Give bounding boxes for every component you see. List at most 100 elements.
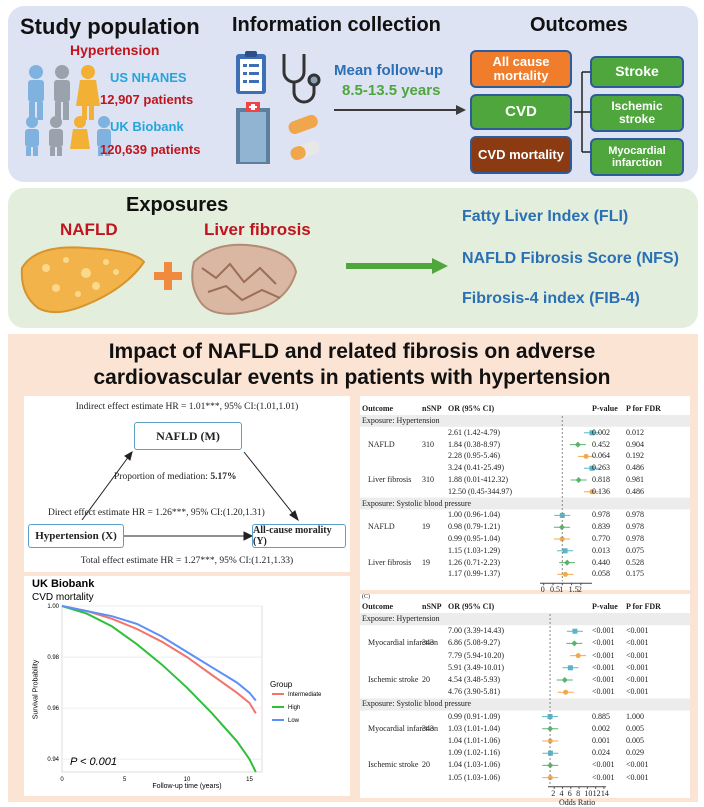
column-header: P-value [592,404,618,413]
row-fdr: <0.001 [626,650,649,660]
outcome-bracket [574,71,590,153]
km-ylabel: Survival Probability [32,659,40,720]
proportion-text: Proportion of mediation: [114,472,208,482]
row-fdr: <0.001 [626,772,649,782]
estimate-marker [589,489,595,495]
km-ytick: 0.96 [47,706,59,712]
row-outcome: Liver fibrosis [368,475,412,484]
estimate-marker [558,524,565,531]
estimate-marker [562,571,568,577]
row-nsnp: 310 [422,475,434,484]
row-pvalue: <0.001 [592,650,615,660]
row-or: 1.15 (1.03-1.29) [448,545,500,555]
x-tick-label: 10 [584,788,593,798]
row-pvalue: 0.978 [592,510,610,520]
hypertension-label: Hypertension [70,42,160,58]
row-fdr: 0.192 [626,451,644,461]
column-header: Outcome [362,404,394,413]
row-or: 0.98 (0.79-1.21) [448,522,500,532]
x-box: Hypertension (X) [28,524,124,548]
liver-illustrations [20,243,298,315]
ukb-count: 120,639 patients [100,142,201,157]
row-outcome: Ischemic stroke [368,760,419,770]
km-ytick: 0.98 [47,655,59,661]
row-fdr: 0.005 [626,723,644,733]
liver-fibrosis-label: Liver fibrosis [204,220,311,239]
impact-title-2: cardiovascular events in patients with h… [93,366,611,389]
row-pvalue: <0.001 [592,687,615,697]
mediation-diagram: Indirect effect estimate HR = 1.01***, 9… [24,396,350,572]
row-fdr: <0.001 [626,687,649,697]
km-ytick: 1.00 [47,604,59,610]
row-pvalue: <0.001 [592,662,615,672]
row-outcome: Liver fibrosis [368,557,412,567]
estimate-marker [547,738,553,744]
km-xlabel: Follow-up time (years) [152,783,222,790]
row-pvalue: 0.263 [592,463,610,473]
estimate-marker [559,512,565,518]
estimate-marker [547,725,554,732]
followup-years: 8.5-13.5 years [342,82,441,99]
row-pvalue: 0.001 [592,736,610,745]
row-or: 1.05 (1.03-1.06) [448,772,500,782]
indirect-effect: Indirect effect estimate HR = 1.01***, 9… [75,402,299,412]
row-pvalue: <0.001 [592,638,615,648]
proportion-label: Proportion of mediation: 5.17% [114,472,236,482]
row-pvalue: 0.136 [592,486,610,496]
estimate-marker [563,689,569,695]
row-pvalue: 0.839 [592,522,610,532]
row-pvalue: 0.885 [592,711,610,721]
row-or: 1.03 (1.01-1.04) [448,723,500,733]
row-pvalue: <0.001 [592,760,615,770]
section-band [360,415,690,427]
plus-icon [154,262,182,290]
row-or: 1.84 (0.38-8.97) [448,439,500,449]
panel-c-label: (C) [362,594,370,600]
row-or: 1.09 (1.02-1.16) [448,748,500,758]
km-chart: 1.00 0.98 0.96 0.94 0 5 10 15 Intermediate High Lo… [47,604,322,783]
mediator-box: NAFLD (M) [134,422,242,450]
row-nsnp: 20 [422,675,430,684]
row-fdr: 0.029 [626,748,644,758]
direct-effect: Direct effect estimate HR = 1.26***, 95%… [48,508,265,518]
row-fdr: 0.904 [626,439,644,449]
ukb-label: UK Biobank [110,119,184,134]
fibrotic-liver-icon [191,243,298,315]
km-xtick: 0 [60,777,64,783]
row-nsnp: 19 [422,522,430,532]
forest-svg [360,415,690,586]
legend-title: Group [270,680,293,689]
column-header: nSNP [422,404,442,413]
row-nsnp: 310 [422,439,434,449]
medical-icons [236,51,321,164]
x-tick-label: 4 [559,788,564,798]
row-or: 12.50 (0.45-344.97) [448,486,512,496]
row-nsnp: 343 [422,723,434,733]
x-tick-label: 14 [600,788,609,798]
row-nsnp: 19 [422,557,430,567]
row-outcome: Myocardial infarction [368,723,438,733]
x-axis-label: Odds Ratio [559,797,596,807]
km-plot-area [61,605,263,773]
legend-entry: Low [288,718,300,724]
estimate-marker [572,628,578,634]
estimate-marker [589,430,595,436]
km-xtick: 15 [246,777,253,783]
nafld-label: NAFLD [60,220,118,239]
row-outcome: Myocardial infarction [368,638,438,648]
outcomes-title: Outcomes [530,14,628,36]
total-effect: Total effect estimate HR = 1.27***, 95% … [80,556,294,566]
row-fdr: 0.175 [626,569,644,579]
row-fdr: <0.001 [626,662,649,672]
row-fdr: 1.000 [626,711,644,721]
section-band [360,613,690,626]
row-fdr: 0.978 [626,522,644,532]
row-pvalue: 0.013 [592,545,610,555]
section-band [360,698,690,711]
row-pvalue: 0.058 [592,569,610,579]
forest-plot-c: (C) Outcome nSNP OR (95% CI) P-value P for F… [360,594,690,807]
column-header: Outcome [362,602,394,611]
row-fdr: 0.012 [626,427,644,437]
x-tick-label: 2 [577,585,582,595]
column-header: OR (95% CI) [448,404,495,413]
